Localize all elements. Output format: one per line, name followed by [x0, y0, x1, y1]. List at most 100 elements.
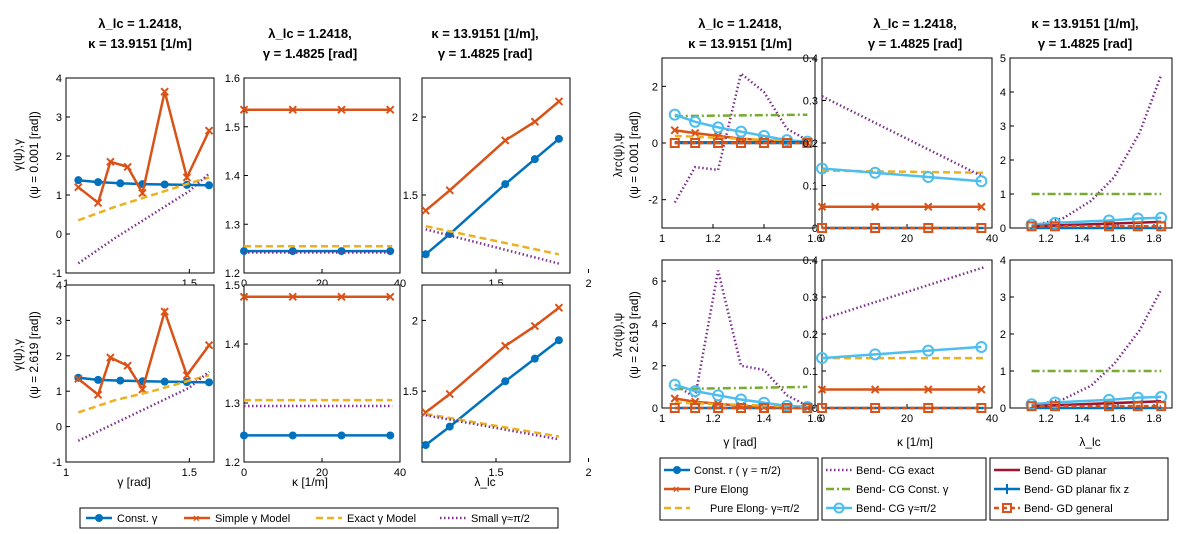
data-point	[712, 121, 725, 134]
right-legend-label: Pure Elong- γ≈π/2	[710, 503, 799, 515]
x-tick-label: 1.6	[1110, 413, 1125, 425]
data-point	[106, 353, 115, 362]
data-point	[160, 87, 169, 96]
y-tick-label: 5	[1000, 53, 1006, 65]
data-point	[668, 378, 681, 391]
right-legend-label: Bend- GD general	[1024, 503, 1113, 515]
y-tick-label: 1.5	[403, 386, 418, 398]
y-tick-label: -1	[52, 457, 62, 469]
data-point	[240, 431, 248, 440]
left-row2-ylabel-line1: γ(ψ),γ	[11, 339, 25, 371]
x-tick-label: 20	[901, 233, 913, 245]
data-point	[501, 136, 510, 145]
data-point	[74, 182, 83, 192]
data-point	[239, 292, 249, 302]
left-legend-item-small: Small γ≈π/2	[440, 513, 530, 525]
series-line	[77, 374, 210, 414]
y-tick-label: 3	[56, 112, 62, 124]
y-tick-label: 2	[652, 361, 658, 373]
left-legend-label: Exact γ Model	[347, 513, 416, 525]
series-line	[425, 228, 560, 265]
data-point	[93, 198, 103, 208]
y-tick-label: 0.3	[803, 292, 818, 304]
right-col1-xlabel: γ [rad]	[723, 435, 756, 449]
y-tick-label: 1.5	[225, 280, 240, 292]
data-point	[817, 385, 827, 394]
y-tick-label: 2	[1000, 329, 1006, 341]
data-point	[160, 377, 169, 386]
data-point	[501, 377, 510, 386]
axes-box	[65, 284, 215, 463]
series-line	[425, 224, 560, 256]
data-point	[160, 307, 169, 316]
data-point	[386, 292, 395, 302]
data-point	[817, 403, 827, 413]
data-point	[386, 431, 395, 440]
axes-box	[243, 77, 401, 274]
data-point	[736, 138, 747, 148]
data-point	[735, 125, 748, 138]
data-point	[713, 138, 724, 148]
right-legend-label: Bend- GD planar fix z	[1024, 484, 1129, 496]
x-tick-label: 1	[63, 278, 69, 290]
data-point	[1026, 401, 1037, 412]
data-point	[1132, 221, 1143, 232]
data-point	[977, 202, 986, 211]
right-legend-item-cg-approx: Bend- CG γ≈π/2	[826, 502, 936, 515]
data-point	[554, 303, 564, 312]
x-tick-label: 1.6	[1110, 233, 1125, 245]
panel-l22: 0 20 40 1.2 1.3 1.4 1.5	[225, 280, 406, 479]
y-tick-label: 3	[1000, 292, 1006, 304]
left-legend-label: Const. γ	[117, 513, 158, 525]
data-point	[501, 341, 510, 351]
data-point	[106, 157, 115, 167]
panel-r13: 1.2 1.4 1.6 1.8 0 1 2 3 4 5	[1000, 53, 1173, 245]
series-line	[674, 113, 808, 143]
x-tick-label: 1.2	[705, 233, 720, 245]
series-line	[821, 345, 982, 360]
y-tick-label: 0.4	[803, 255, 818, 267]
svg-text:×: ×	[193, 513, 199, 525]
right-col2-title-line1: λ_lc = 1.2418,	[873, 16, 957, 31]
right-legend-item-gd-planar-fixz: Bend- GD planar fix z	[994, 484, 1129, 496]
series-line	[425, 414, 560, 441]
data-point	[977, 385, 986, 394]
data-point	[530, 155, 539, 164]
left-row1-ylabel-line2: (ψ = 0.001 [rad])	[27, 111, 41, 199]
y-tick-label: 2	[412, 315, 418, 327]
right-col2-title-line2: γ = 1.4825 [rad]	[868, 36, 962, 51]
right-col3-xlabel: λ_lc	[1079, 435, 1100, 449]
data-point	[689, 115, 702, 128]
data-point	[386, 105, 395, 114]
data-point	[74, 374, 83, 384]
series-line	[674, 113, 808, 118]
series-line	[674, 385, 808, 391]
data-point	[869, 348, 882, 361]
x-tick-label: 2	[585, 278, 591, 290]
data-point	[94, 375, 103, 384]
series-line	[77, 176, 210, 222]
y-tick-label: 1.4	[225, 171, 240, 183]
data-point	[182, 173, 192, 182]
x-tick-label: 1	[659, 233, 665, 245]
right-legend-item-cg-const: Bend- CG Const. γ	[826, 484, 949, 496]
data-point	[669, 403, 680, 413]
data-point	[736, 403, 747, 413]
data-point	[870, 223, 881, 233]
data-point	[689, 385, 702, 398]
x-tick-label: 20	[316, 467, 328, 479]
data-point	[922, 344, 935, 357]
axes-box	[243, 284, 401, 463]
data-point	[93, 390, 103, 399]
right-row1-ylabel-line2: (ψ = 0.001 [rad])	[627, 111, 641, 199]
axes-box	[821, 259, 993, 409]
series-line	[1031, 395, 1162, 406]
data-point	[288, 105, 297, 114]
data-point	[554, 134, 563, 143]
y-tick-label: 3	[1000, 121, 1006, 133]
right-col2-xlabel: κ [1/m]	[897, 435, 933, 449]
data-point	[690, 138, 701, 148]
data-point	[288, 292, 297, 302]
